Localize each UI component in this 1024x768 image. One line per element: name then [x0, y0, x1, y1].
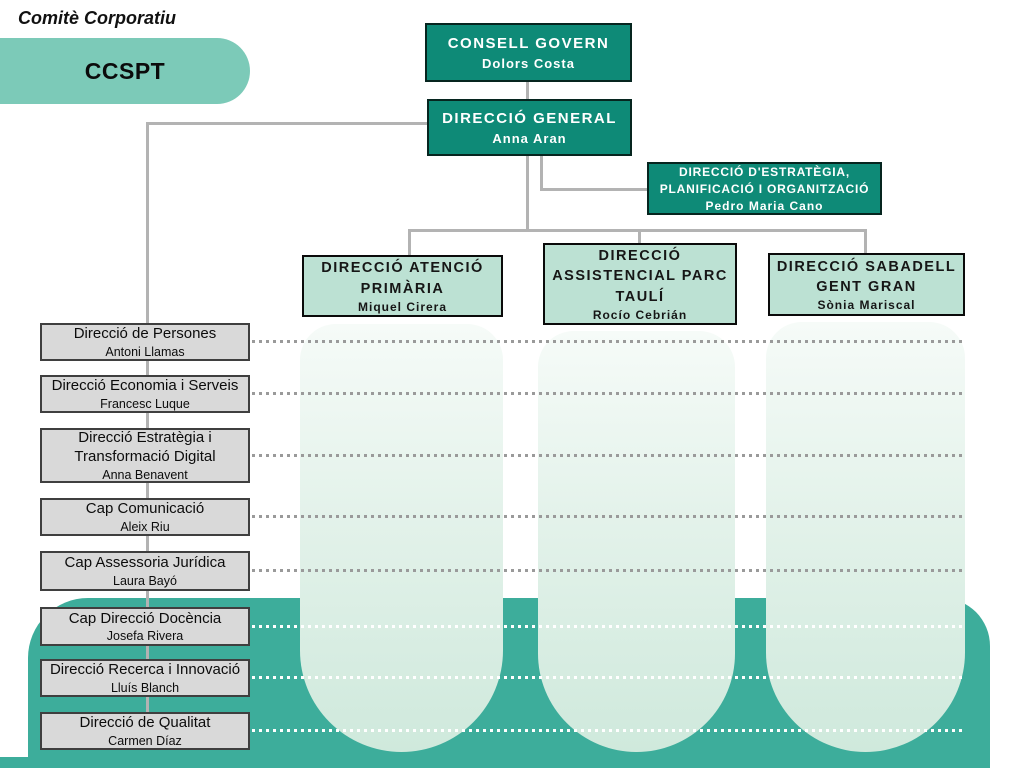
division-column-atencio-primaria	[300, 324, 503, 752]
connector-bus-horizontal	[408, 229, 867, 232]
node-title: Direcció de Qualitat	[79, 714, 211, 732]
node-title: CONSELL GOVERN	[447, 35, 610, 53]
node-direccio-general: DIRECCIÓ GENERAL Anna Aran	[427, 99, 632, 156]
ccspt-pill: CCSPT	[0, 38, 250, 104]
dotted-connector-estrategia-digital	[252, 454, 962, 457]
node-direccio-recerca: Direcció Recerca i Innovació Lluís Blanc…	[40, 659, 250, 697]
node-direccio-economia: Direcció Economia i Serveis Francesc Luq…	[40, 375, 250, 413]
node-cap-comunicacio: Cap Comunicació Aleix Riu	[40, 498, 250, 536]
division-column-assistencial	[538, 331, 735, 752]
ccspt-label: CCSPT	[84, 57, 166, 84]
node-person: Josefa Rivera	[106, 629, 184, 644]
node-person: Rocío Cebrián	[592, 307, 688, 322]
connector-general-to-left-horizontal	[146, 122, 428, 125]
node-person: Pedro Maria Cano	[705, 198, 824, 213]
node-assistencial-parc-tauli: DIRECCIÓ ASSISTENCIAL PARC TAULÍ Rocío C…	[543, 243, 737, 325]
connector-drop-atencio	[408, 229, 411, 256]
node-person: Miquel Cirera	[357, 299, 448, 314]
node-direccio-qualitat: Direcció de Qualitat Carmen Díaz	[40, 712, 250, 750]
dotted-connector-economia	[252, 392, 962, 395]
node-direccio-persones: Direcció de Persones Antoni Llamas	[40, 323, 250, 361]
node-title: Direcció Estratègia i Transformació Digi…	[74, 429, 216, 465]
dotted-connector-persones	[252, 340, 962, 343]
node-person: Francesc Luque	[100, 396, 190, 411]
node-person: Sònia Mariscal	[817, 298, 916, 313]
node-person: Carmen Díaz	[108, 733, 182, 748]
node-sabadell-gent-gran: DIRECCIÓ SABADELL GENT GRAN Sònia Marisc…	[768, 253, 965, 316]
node-person: Laura Bayó	[113, 573, 177, 588]
dotted-connector-comunicacio	[252, 515, 962, 518]
node-title: DIRECCIÓ D'ESTRATÈGIA, PLANIFICACIÓ I OR…	[659, 165, 870, 196]
dotted-connector-docencia	[252, 625, 962, 628]
node-title: DIRECCIÓ ASSISTENCIAL PARC TAULÍ	[552, 248, 728, 305]
division-column-sabadell	[766, 322, 965, 752]
node-cap-assessoria-juridica: Cap Assessoria Jurídica Laura Bayó	[40, 551, 250, 591]
page-title: Comitè Corporatiu	[18, 8, 177, 28]
node-person: Antoni Llamas	[105, 344, 185, 359]
node-title: DIRECCIÓ SABADELL GENT GRAN	[776, 258, 957, 295]
dotted-connector-juridica	[252, 569, 962, 572]
node-person: Dolors Costa	[482, 55, 575, 71]
dotted-connector-recerca	[252, 676, 962, 679]
node-title: Direcció Recerca i Innovació	[49, 661, 241, 679]
node-title: Direcció de Persones	[73, 325, 217, 343]
connector-general-to-bus	[526, 156, 529, 232]
node-person: Lluís Blanch	[110, 680, 180, 695]
node-title: Cap Comunicació	[85, 500, 205, 518]
connector-consell-to-general	[526, 82, 529, 100]
node-person: Anna Benavent	[102, 467, 188, 482]
node-title: Direcció Economia i Serveis	[51, 377, 239, 395]
connector-drop-sabadell	[864, 229, 867, 254]
connector-general-to-estrategia-vertical	[540, 156, 543, 191]
node-consell-govern: CONSELL GOVERN Dolors Costa	[425, 23, 632, 82]
node-title: Cap Direcció Docència	[68, 609, 222, 627]
node-cap-direccio-docencia: Cap Direcció Docència Josefa Rivera	[40, 607, 250, 646]
node-direccio-estrategia-digital: Direcció Estratègia i Transformació Digi…	[40, 428, 250, 483]
node-title: DIRECCIÓ ATENCIÓ PRIMÀRIA	[321, 260, 484, 297]
node-estrategia-planificacio: DIRECCIÓ D'ESTRATÈGIA, PLANIFICACIÓ I OR…	[647, 162, 882, 215]
node-title: DIRECCIÓ GENERAL	[442, 110, 617, 128]
connector-drop-assistencial	[638, 229, 641, 245]
node-person: Aleix Riu	[120, 519, 170, 534]
node-title: Cap Assessoria Jurídica	[64, 554, 226, 572]
node-person: Anna Aran	[492, 130, 567, 146]
connector-general-to-estrategia-horizontal	[540, 188, 648, 191]
dotted-connector-qualitat	[252, 729, 962, 732]
bottom-teal-strip	[0, 757, 990, 768]
connector-left-vertical	[146, 122, 149, 714]
node-atencio-primaria: DIRECCIÓ ATENCIÓ PRIMÀRIA Miquel Cirera	[302, 255, 503, 317]
